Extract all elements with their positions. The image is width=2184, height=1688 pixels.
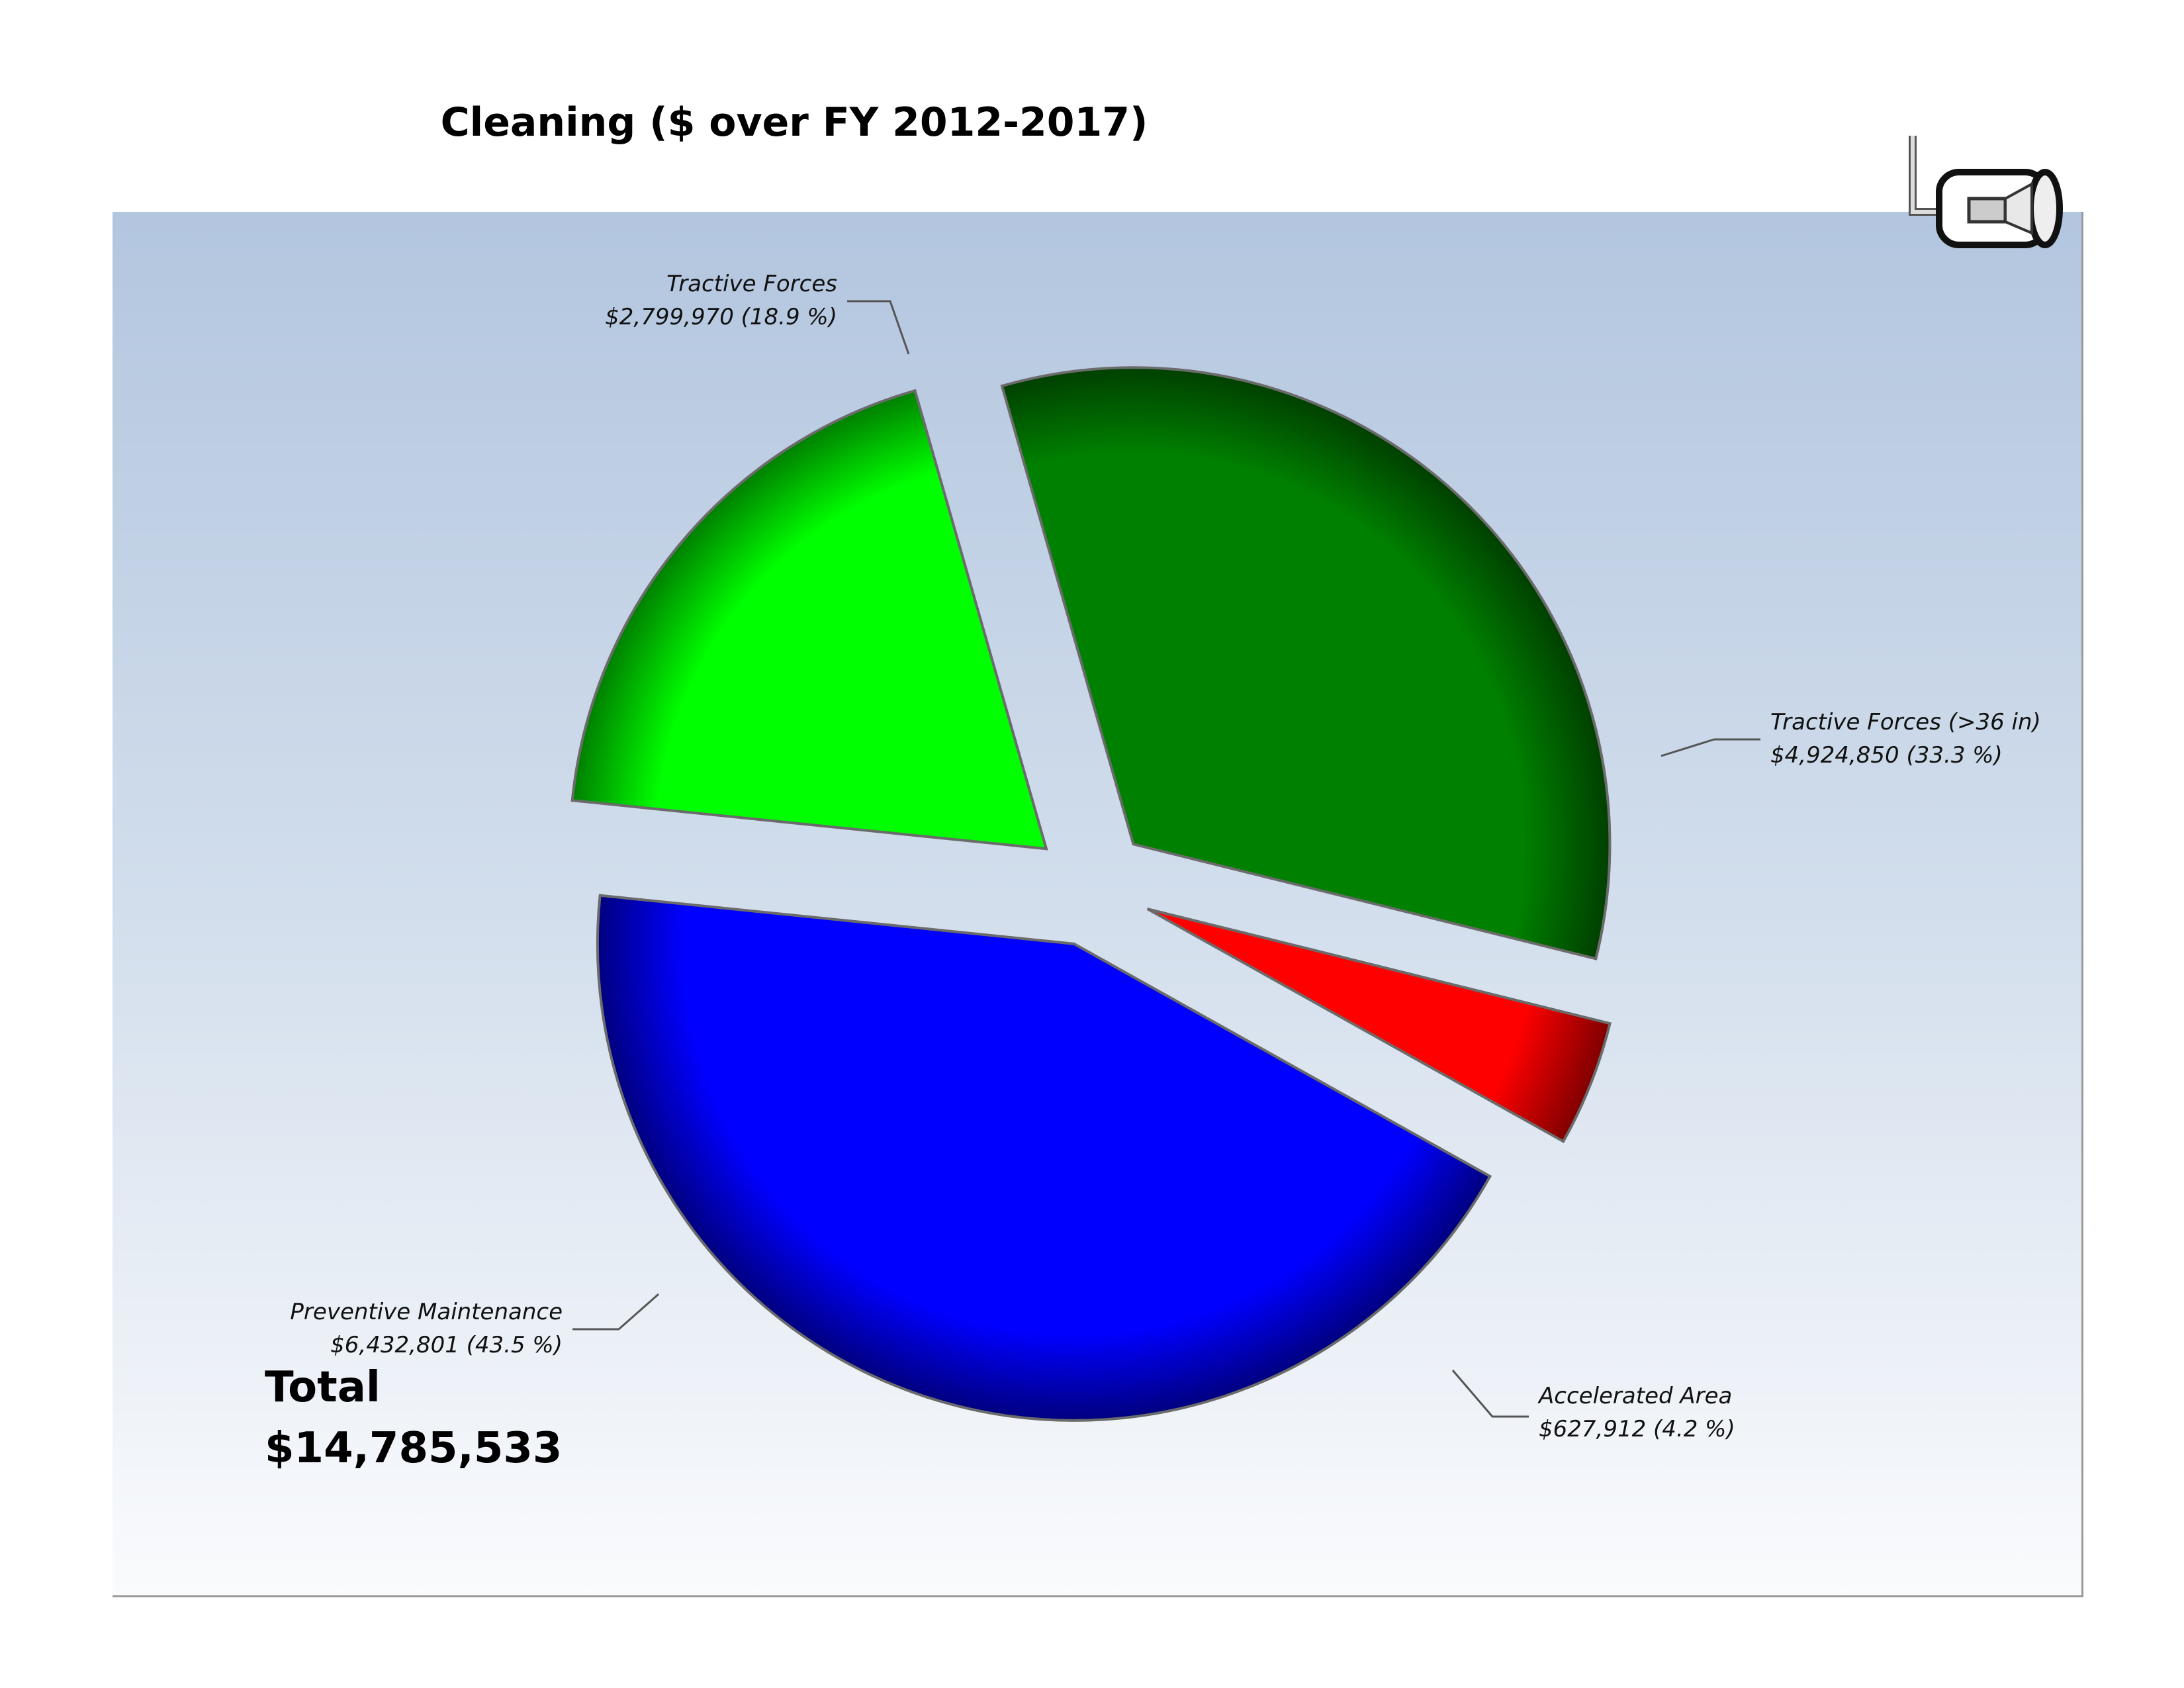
slice-name-label: Tractive Forces: [666, 271, 837, 297]
slice-value-label: $6,432,801 (43.5 %): [330, 1332, 563, 1358]
leader-line-tractive-forces-36-in: [1661, 738, 1760, 757]
total-value: $14,785,533: [265, 1424, 563, 1473]
slice-value-label: $2,799,970 (18.9 %): [605, 304, 837, 330]
pie-slice-tractive-forces-36-in: [1000, 366, 1612, 961]
pie-slice-preventive-maintenance: [596, 894, 1492, 1422]
slice-name-label: Preventive Maintenance: [290, 1299, 563, 1325]
total-label-text: Total: [265, 1363, 381, 1412]
chart-title: Cleaning ($ over FY 2012-2017): [440, 99, 1148, 146]
slice-name-label: Accelerated Area: [1537, 1383, 1732, 1409]
pie-slice-accelerated-area: [1146, 908, 1612, 1144]
slice-value-label: $627,912 (4.2 %): [1539, 1416, 1735, 1442]
total-label: Total $14,785,533: [265, 1357, 562, 1479]
pie-slice-tractive-forces: [570, 389, 1048, 851]
slice-name-label: Tractive Forces (>36 in): [1770, 709, 2041, 735]
leader-line-accelerated-area: [1451, 1370, 1529, 1418]
leader-line-tractive-forces: [847, 300, 910, 355]
slice-value-label: $4,924,850 (33.3 %): [1770, 742, 2003, 769]
leader-line-preventive-maintenance: [572, 1293, 659, 1331]
pipe-camera-icon: [1909, 136, 2063, 248]
